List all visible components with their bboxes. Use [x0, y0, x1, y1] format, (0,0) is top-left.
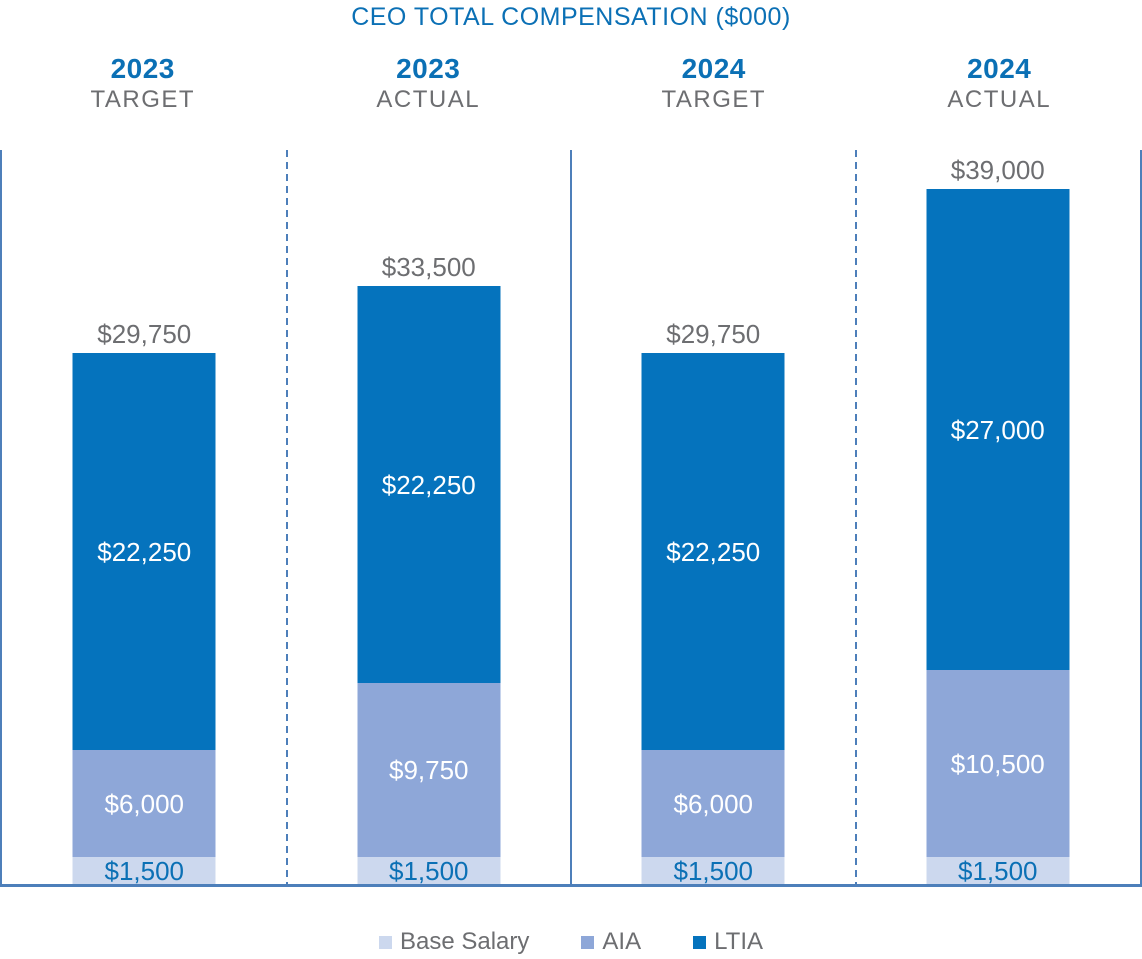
column-year: 2024: [967, 53, 1032, 84]
column-period: ACTUAL: [947, 86, 1052, 113]
segment-value-label: $1,500: [673, 855, 754, 886]
chart-title: CEO TOTAL COMPENSATION ($000): [351, 3, 791, 31]
column-header-2024-actual: 2024 ACTUAL: [857, 52, 1142, 114]
segment-base-salary: $1,500: [926, 855, 1070, 886]
dashed-divider-line: [854, 150, 857, 884]
legend-item-base-salary: Base Salary: [379, 928, 529, 956]
stacked-bar-2024-target: $1,500 $6,000 $22,250: [641, 353, 785, 886]
segment-value-label: $1,500: [104, 855, 185, 886]
segment-value-label: $22,250: [97, 536, 192, 567]
column-period: ACTUAL: [376, 86, 481, 113]
legend-item-aia: AIA: [581, 928, 641, 956]
stacked-bar-2023-actual: $1,500 $9,750 $22,250: [357, 286, 501, 886]
segment-ltia: $22,250: [72, 353, 216, 750]
segment-value-label: $10,500: [950, 748, 1045, 779]
segment-ltia: $27,000: [926, 189, 1070, 670]
segment-aia: $10,500: [926, 670, 1070, 857]
chart-area: $1,500 $6,000 $22,250 $29,750 $1,500 $9,750 $…: [0, 150, 1142, 887]
stacked-bar-2024-actual: $1,500 $10,500 $27,000: [926, 189, 1070, 886]
legend-label: LTIA: [714, 928, 763, 955]
legend-item-ltia: LTIA: [693, 928, 763, 956]
legend-label: AIA: [602, 928, 642, 955]
segment-ltia: $22,250: [641, 353, 785, 750]
legend-swatch-ltia: [693, 935, 707, 949]
segment-ltia: $22,250: [357, 286, 501, 683]
segment-value-label: $6,000: [104, 788, 185, 819]
chart-column-2024-actual: $1,500 $10,500 $27,000 $39,000: [854, 150, 1141, 886]
segment-value-label: $1,500: [388, 855, 469, 886]
segment-aia: $6,000: [641, 750, 785, 857]
column-headers: 2023 TARGET 2023 ACTUAL 2024 TARGET 2024…: [0, 52, 1142, 114]
column-period: TARGET: [661, 86, 767, 113]
dashed-divider-line: [285, 150, 288, 884]
segment-value-label: $6,000: [673, 788, 754, 819]
column-year: 2023: [396, 53, 461, 84]
column-period: TARGET: [90, 86, 196, 113]
segment-value-label: $9,750: [388, 755, 469, 785]
segment-aia: $9,750: [357, 683, 501, 857]
legend-swatch-aia: [581, 935, 595, 949]
solid-divider-line: [570, 150, 572, 884]
chart-column-2023-actual: $1,500 $9,750 $22,250 $33,500: [285, 150, 572, 886]
segment-base-salary: $1,500: [641, 855, 785, 886]
segment-value-label: $1,500: [957, 855, 1038, 886]
column-header-2023-actual: 2023 ACTUAL: [286, 52, 572, 114]
column-year: 2024: [681, 53, 746, 84]
legend-swatch-base-salary: [379, 935, 392, 949]
chart-column-2024-target: $1,500 $6,000 $22,250 $29,750: [570, 150, 856, 886]
chart-column-2023-target: $1,500 $6,000 $22,250 $29,750: [2, 150, 287, 884]
segment-value-label: $27,000: [950, 414, 1045, 445]
segment-base-salary: $1,500: [357, 855, 501, 886]
total-value-label: $29,750: [666, 319, 761, 349]
segment-aia: $6,000: [72, 750, 216, 857]
legend: Base Salary AIA LTIA: [0, 928, 1142, 956]
total-value-label: $33,500: [381, 252, 476, 282]
total-value-label: $29,750: [97, 319, 192, 349]
segment-base-salary: $1,500: [72, 855, 216, 886]
total-value-label: $39,000: [950, 155, 1045, 185]
column-header-2024-target: 2024 TARGET: [571, 52, 857, 114]
stacked-bar-2023-target: $1,500 $6,000 $22,250: [72, 353, 216, 886]
column-year: 2023: [110, 53, 175, 84]
segment-value-label: $22,250: [381, 469, 476, 500]
legend-label: Base Salary: [400, 928, 530, 955]
segment-value-label: $22,250: [666, 536, 761, 567]
column-header-2023-target: 2023 TARGET: [0, 52, 286, 114]
